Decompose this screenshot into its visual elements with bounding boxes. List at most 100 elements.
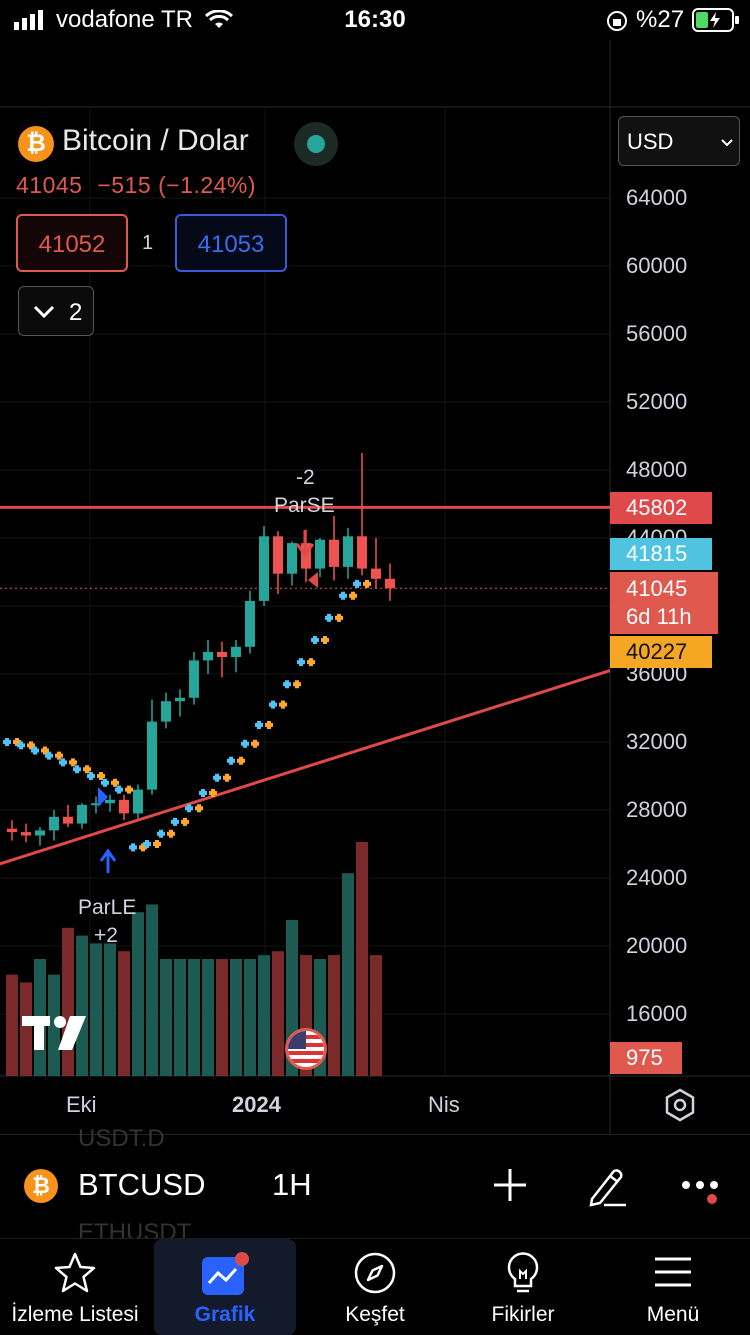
tab-explore[interactable]: Keşfet <box>300 1239 450 1335</box>
volume-bar <box>356 842 368 1076</box>
sar-cross-orange <box>237 756 245 765</box>
trendline <box>0 669 611 866</box>
indicators-count: 2 <box>69 299 83 326</box>
tradingview-logo <box>22 1016 88 1052</box>
tab-chart[interactable]: Grafik <box>154 1239 296 1335</box>
sar-cross-cyan <box>129 843 137 852</box>
candle-body <box>287 543 297 574</box>
candle-body <box>217 651 227 657</box>
sar-cross-cyan <box>311 636 319 644</box>
sar-cross-orange <box>265 721 273 729</box>
bitcoin-icon: ₿ <box>24 1169 58 1203</box>
volume-bar <box>104 943 116 1076</box>
signal-icon <box>14 10 43 30</box>
short-signal-label: ParSE <box>274 494 335 517</box>
candle-body <box>371 568 381 579</box>
volume-bar <box>258 955 270 1076</box>
bottom-tab-bar: İzleme Listesi Grafik Keşfet Fikirler Me… <box>0 1238 750 1335</box>
long-signal-count: +2 <box>94 924 118 947</box>
sar-cross-orange <box>335 613 343 622</box>
sar-cross-orange <box>223 773 231 782</box>
sar-cross-orange <box>97 772 105 780</box>
volume-bar <box>76 935 88 1076</box>
tab-ideas[interactable]: Fikirler <box>448 1239 598 1335</box>
last-price-value: 41045 <box>626 576 688 601</box>
interval-button[interactable]: 1H <box>272 1167 312 1202</box>
chart-settings-icon[interactable] <box>664 1088 696 1122</box>
candle-body <box>161 701 171 722</box>
price-axis-label: 20000 <box>626 933 688 958</box>
sar-cross-cyan <box>157 829 165 838</box>
sar-cross-cyan <box>3 738 11 746</box>
volume-bar <box>202 959 214 1076</box>
candle-body <box>231 646 241 657</box>
battery-icon <box>692 8 739 32</box>
sar-cross-cyan <box>241 739 249 748</box>
more-options-icon[interactable] <box>680 1175 726 1209</box>
price-chart[interactable] <box>0 40 750 1134</box>
volume-bar <box>132 912 144 1076</box>
sar-cross-orange <box>27 741 35 750</box>
sar-cross-cyan <box>31 746 39 755</box>
buy-button[interactable]: 41053 <box>175 214 287 272</box>
price-axis-label: 32000 <box>626 729 688 754</box>
short-signal-marker <box>308 572 318 588</box>
price-axis-label: 48000 <box>626 457 688 482</box>
price-axis-label: 64000 <box>626 185 688 210</box>
symbol-ticker-button[interactable]: BTCUSD <box>78 1167 206 1202</box>
market-status-indicator[interactable] <box>294 122 338 166</box>
price-change-line: 41045 −515 (−1.24%) <box>16 172 256 199</box>
sar-cross-cyan <box>73 765 81 774</box>
orientation-lock-icon <box>607 11 627 31</box>
candle-body <box>119 799 129 814</box>
volume-bar <box>370 955 382 1076</box>
wifi-icon <box>205 10 233 28</box>
tab-label: Keşfet <box>345 1303 405 1326</box>
sell-button[interactable]: 41052 <box>16 214 128 272</box>
sar-cross-cyan <box>59 758 67 767</box>
drawing-pen-icon[interactable] <box>584 1161 630 1207</box>
volume-bar <box>160 959 172 1076</box>
sar-cross-cyan <box>171 817 179 826</box>
sar-cross-cyan <box>325 613 333 622</box>
candle-body <box>7 828 17 833</box>
volume-bar <box>48 974 60 1076</box>
price-axis-label: 24000 <box>626 865 688 890</box>
long-signal-marker <box>98 787 108 807</box>
sar-cross-cyan <box>213 773 221 782</box>
sar-cross-orange <box>293 680 301 689</box>
sar-cross-orange <box>307 658 315 667</box>
tab-menu[interactable]: Menü <box>598 1239 748 1335</box>
candle-body <box>63 816 73 824</box>
volume-bar <box>342 873 354 1076</box>
volume-bar <box>272 951 284 1076</box>
volume-bar <box>146 904 158 1076</box>
sar-cross-orange <box>111 778 119 787</box>
symbol-title[interactable]: Bitcoin / Dolar <box>62 124 249 157</box>
sar-cross-orange <box>321 636 329 644</box>
sar-cross-cyan <box>339 591 347 600</box>
us-flag-icon[interactable] <box>285 1028 327 1070</box>
sar-cross-orange <box>41 746 49 755</box>
price-axis-label: 52000 <box>626 389 688 414</box>
sar-cross-cyan <box>87 772 95 780</box>
short-signal-count: -2 <box>296 466 315 489</box>
candle-body <box>329 539 339 567</box>
tab-watchlist[interactable]: İzleme Listesi <box>0 1239 150 1335</box>
candle-body <box>315 539 325 569</box>
sar-cross-orange <box>167 829 175 838</box>
sar-cross-orange <box>363 579 371 588</box>
candle-body <box>385 578 395 589</box>
star-icon <box>54 1252 96 1293</box>
sar-cross-cyan <box>115 785 123 794</box>
add-icon[interactable] <box>492 1167 528 1203</box>
price-change: −515 <box>97 172 152 198</box>
currency-select[interactable]: USD <box>618 116 740 166</box>
candle-body <box>105 799 115 804</box>
candle-body <box>357 536 367 569</box>
sar-cross-cyan <box>297 658 305 667</box>
indicators-toggle-button[interactable]: 2 <box>18 286 94 336</box>
price-axis-label: 28000 <box>626 797 688 822</box>
sar-cross-orange <box>209 789 217 797</box>
sar-cross-cyan <box>283 680 291 689</box>
